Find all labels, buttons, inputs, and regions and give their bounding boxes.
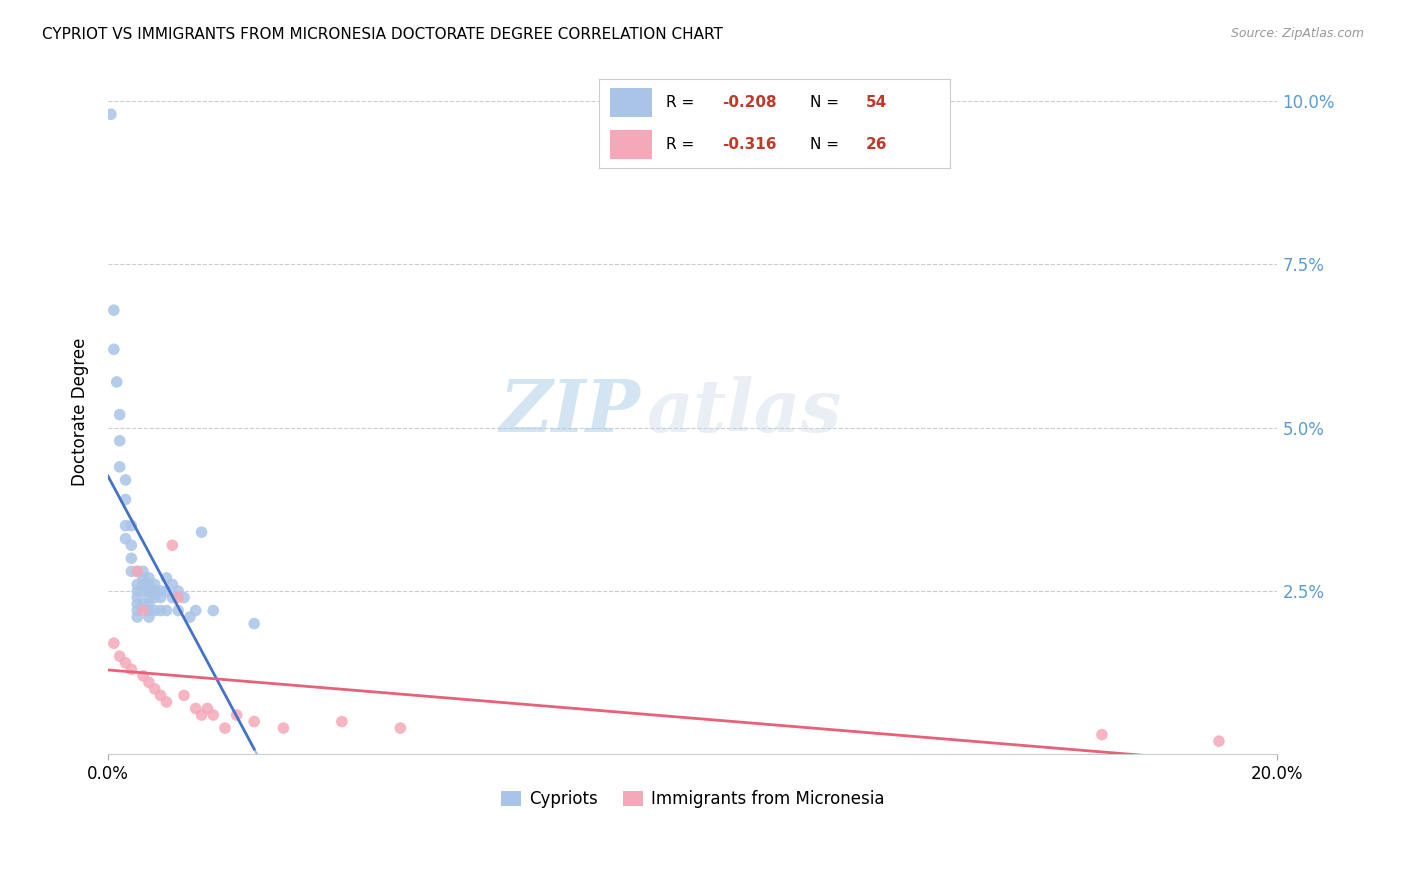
Point (225, 708, 247, 723)
Text: atlas: atlas (645, 376, 841, 447)
Point (190, 708, 212, 723)
Point (243, 714, 266, 729)
Point (184, 701, 207, 715)
Point (114, 473, 136, 487)
Point (202, 708, 225, 723)
Point (162, 577, 184, 591)
Point (103, 303, 125, 318)
Point (114, 492, 136, 507)
Point (162, 538, 184, 552)
Point (120, 565, 142, 579)
Point (127, 565, 149, 579)
Point (155, 583, 177, 598)
Point (108, 459, 131, 474)
Point (120, 662, 142, 676)
Point (173, 689, 195, 703)
Point (132, 577, 155, 591)
Point (127, 577, 149, 591)
Point (138, 603, 160, 617)
Point (132, 565, 155, 579)
Point (127, 591, 149, 605)
Point (184, 603, 207, 617)
Point (143, 681, 166, 696)
Point (120, 518, 142, 533)
Point (127, 597, 149, 611)
Point (155, 603, 177, 617)
Point (143, 591, 166, 605)
Point (202, 603, 225, 617)
Legend: Cypriots, Immigrants from Micronesia: Cypriots, Immigrants from Micronesia (494, 783, 891, 814)
Point (143, 577, 166, 591)
Point (108, 649, 131, 664)
Point (273, 721, 295, 735)
Point (143, 583, 166, 598)
Point (138, 610, 160, 624)
Point (155, 571, 177, 585)
Point (127, 603, 149, 617)
Y-axis label: Doctorate Degree: Doctorate Degree (72, 337, 89, 485)
Point (149, 591, 172, 605)
Point (389, 721, 412, 735)
Point (149, 583, 172, 598)
Point (127, 565, 149, 579)
Point (132, 603, 155, 617)
Point (190, 525, 212, 540)
Point (127, 583, 149, 598)
Point (214, 721, 236, 735)
Point (138, 591, 160, 605)
Point (149, 603, 172, 617)
Point (162, 591, 184, 605)
Text: Source: ZipAtlas.com: Source: ZipAtlas.com (1230, 27, 1364, 40)
Point (243, 616, 266, 631)
Point (1208, 734, 1230, 748)
Point (179, 610, 201, 624)
Point (132, 583, 155, 598)
Point (132, 669, 155, 683)
Point (132, 571, 155, 585)
Point (138, 675, 160, 690)
Point (103, 343, 125, 357)
Point (149, 689, 172, 703)
Point (155, 695, 177, 709)
Point (114, 656, 136, 670)
Point (105, 375, 128, 389)
Point (138, 583, 160, 598)
Point (143, 603, 166, 617)
Point (173, 591, 195, 605)
Point (120, 551, 142, 566)
Point (138, 597, 160, 611)
Point (197, 701, 219, 715)
Point (120, 538, 142, 552)
Point (1091, 728, 1114, 742)
Point (114, 518, 136, 533)
Point (167, 583, 190, 598)
Point (108, 408, 131, 422)
Text: CYPRIOT VS IMMIGRANTS FROM MICRONESIA DOCTORATE DEGREE CORRELATION CHART: CYPRIOT VS IMMIGRANTS FROM MICRONESIA DO… (42, 27, 723, 42)
Point (127, 610, 149, 624)
Point (114, 532, 136, 546)
Point (167, 603, 190, 617)
Text: ZIP: ZIP (499, 376, 640, 447)
Point (132, 597, 155, 611)
Point (108, 434, 131, 448)
Point (103, 636, 125, 650)
Point (100, 107, 122, 121)
Point (138, 571, 160, 585)
Point (167, 591, 190, 605)
Point (330, 714, 353, 729)
Point (138, 577, 160, 591)
